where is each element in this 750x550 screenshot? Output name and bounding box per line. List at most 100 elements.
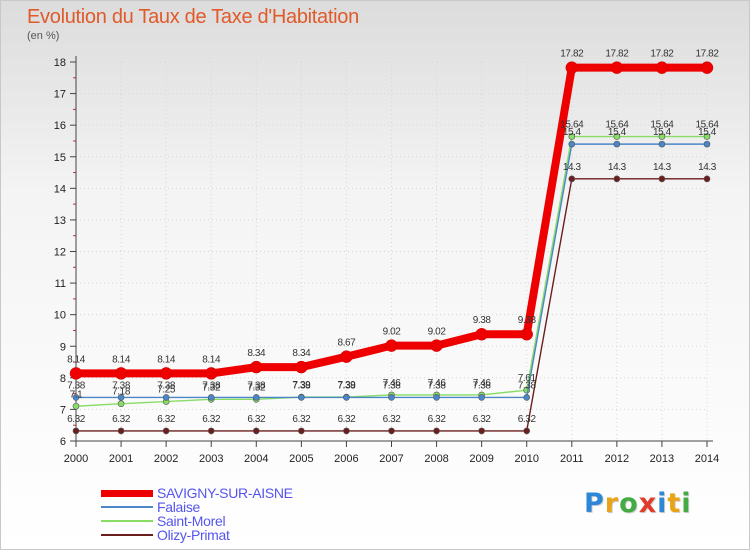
data-point-olizy-primat <box>207 427 215 435</box>
data-label-falaise: 7.38 <box>157 380 176 391</box>
logo-letter: x <box>638 488 658 519</box>
data-point-falaise <box>703 140 711 148</box>
data-label-savigny-sur-aisne: 17.82 <box>650 49 674 60</box>
x-tick-label: 2014 <box>695 453 719 465</box>
data-point-olizy-primat <box>433 427 440 435</box>
logo-letter: t <box>667 488 682 519</box>
data-label-falaise: 15.4 <box>563 127 582 138</box>
data-point-savigny-sur-aisne <box>565 61 579 74</box>
data-point-savigny-sur-aisne <box>250 360 263 374</box>
legend-label: Saint-Morel <box>157 513 226 529</box>
y-tick-label: 11 <box>55 278 66 290</box>
data-point-falaise <box>117 394 125 401</box>
data-label-savigny-sur-aisne: 9.38 <box>518 315 537 326</box>
data-label-savigny-sur-aisne: 8.34 <box>292 348 311 359</box>
data-point-saint-morel <box>568 133 576 140</box>
data-label-savigny-sur-aisne: 17.82 <box>605 49 629 60</box>
data-point-olizy-primat <box>658 175 666 183</box>
data-label-savigny-sur-aisne: 8.14 <box>67 354 86 365</box>
y-tick-label: 17 <box>54 89 66 101</box>
data-label-savigny-sur-aisne: 17.82 <box>695 49 719 60</box>
y-tick-label: 14 <box>54 183 66 195</box>
data-point-savigny-sur-aisne <box>610 61 624 74</box>
x-tick-label: 2005 <box>289 453 313 465</box>
data-point-olizy-primat <box>703 175 711 183</box>
data-label-olizy-primat: 14.3 <box>653 162 672 173</box>
x-tick-label: 2004 <box>244 453 268 465</box>
data-label-savigny-sur-aisne: 9.02 <box>383 327 402 338</box>
x-tick-label: 2010 <box>514 453 538 465</box>
data-label-savigny-sur-aisne: 9.38 <box>473 315 492 326</box>
series-line-saint-morel <box>75 135 708 407</box>
logo-letter: P <box>584 488 605 519</box>
y-axis-unit-label: (en %) <box>27 30 60 42</box>
data-point-savigny-sur-aisne <box>385 339 398 352</box>
data-label-savigny-sur-aisne: 17.82 <box>560 49 584 60</box>
data-label-savigny-sur-aisne: 8.14 <box>202 354 221 365</box>
y-tick-label: 13 <box>54 215 66 227</box>
data-point-olizy-primat <box>298 427 305 435</box>
legend-label: Falaise <box>157 499 201 515</box>
data-point-falaise <box>568 140 576 148</box>
data-label-falaise: 15.4 <box>608 127 627 138</box>
data-point-olizy-primat <box>613 175 621 183</box>
legend-swatch <box>101 490 153 497</box>
y-tick-label: 10 <box>54 310 66 322</box>
y-tick-label: 16 <box>54 120 66 132</box>
data-label-saint-morel: 7.46 <box>383 378 402 389</box>
legend-swatch <box>101 506 153 508</box>
data-label-saint-morel: 7.25 <box>157 385 176 396</box>
data-point-falaise <box>343 394 350 401</box>
data-label-falaise: 7.38 <box>518 380 537 391</box>
legend-label: Olizy-Primat <box>157 527 230 543</box>
data-label-falaise: 7.38 <box>247 380 266 391</box>
data-label-falaise: 7.38 <box>473 380 492 391</box>
data-point-olizy-primat <box>252 427 260 435</box>
data-label-olizy-primat: 6.32 <box>383 414 402 425</box>
data-label-saint-morel: 7.39 <box>292 380 311 391</box>
data-point-olizy-primat <box>568 175 576 183</box>
y-tick-label: 9 <box>60 341 66 353</box>
proxiti-logo: Proxiti <box>584 488 692 519</box>
data-label-saint-morel: 15.64 <box>650 120 674 131</box>
data-point-saint-morel <box>613 133 621 140</box>
data-label-olizy-primat: 14.3 <box>563 162 582 173</box>
data-label-saint-morel: 7.46 <box>428 378 447 389</box>
data-label-savigny-sur-aisne: 8.14 <box>157 354 176 365</box>
data-point-falaise <box>252 394 260 401</box>
data-point-savigny-sur-aisne <box>114 367 128 380</box>
data-label-falaise: 7.38 <box>67 380 86 391</box>
x-tick-label: 2003 <box>199 453 223 465</box>
data-label-saint-morel: 15.64 <box>605 120 629 131</box>
data-point-savigny-sur-aisne <box>430 339 443 352</box>
y-tick-label: 7 <box>60 404 66 416</box>
data-label-olizy-primat: 6.32 <box>157 414 176 425</box>
data-label-falaise: 7.38 <box>202 380 221 391</box>
y-tick-label: 12 <box>54 247 66 259</box>
data-label-falaise: 7.38 <box>337 380 356 391</box>
data-label-savigny-sur-aisne: 8.67 <box>337 338 356 349</box>
y-tick-label: 6 <box>60 436 66 448</box>
data-point-falaise <box>207 394 215 401</box>
data-point-falaise <box>613 140 621 148</box>
data-point-savigny-sur-aisne <box>475 327 488 341</box>
data-label-falaise: 7.38 <box>428 380 447 391</box>
data-point-saint-morel <box>703 133 711 140</box>
x-tick-label: 2013 <box>650 453 674 465</box>
x-tick-label: 2000 <box>64 453 88 465</box>
data-label-saint-morel: 15.64 <box>695 120 719 131</box>
data-label-olizy-primat: 6.32 <box>202 414 221 425</box>
data-point-olizy-primat <box>162 427 170 435</box>
data-point-olizy-primat <box>117 427 125 435</box>
data-point-olizy-primat <box>343 427 350 435</box>
data-point-saint-morel <box>117 400 125 408</box>
data-label-savigny-sur-aisne: 9.02 <box>428 327 447 338</box>
data-label-olizy-primat: 6.32 <box>112 414 131 425</box>
data-label-saint-morel: 15.64 <box>560 120 584 131</box>
data-label-falaise: 7.38 <box>112 380 131 391</box>
data-label-olizy-primat: 6.32 <box>518 414 537 425</box>
logo-letter: r <box>604 488 620 519</box>
data-point-savigny-sur-aisne <box>520 327 533 341</box>
